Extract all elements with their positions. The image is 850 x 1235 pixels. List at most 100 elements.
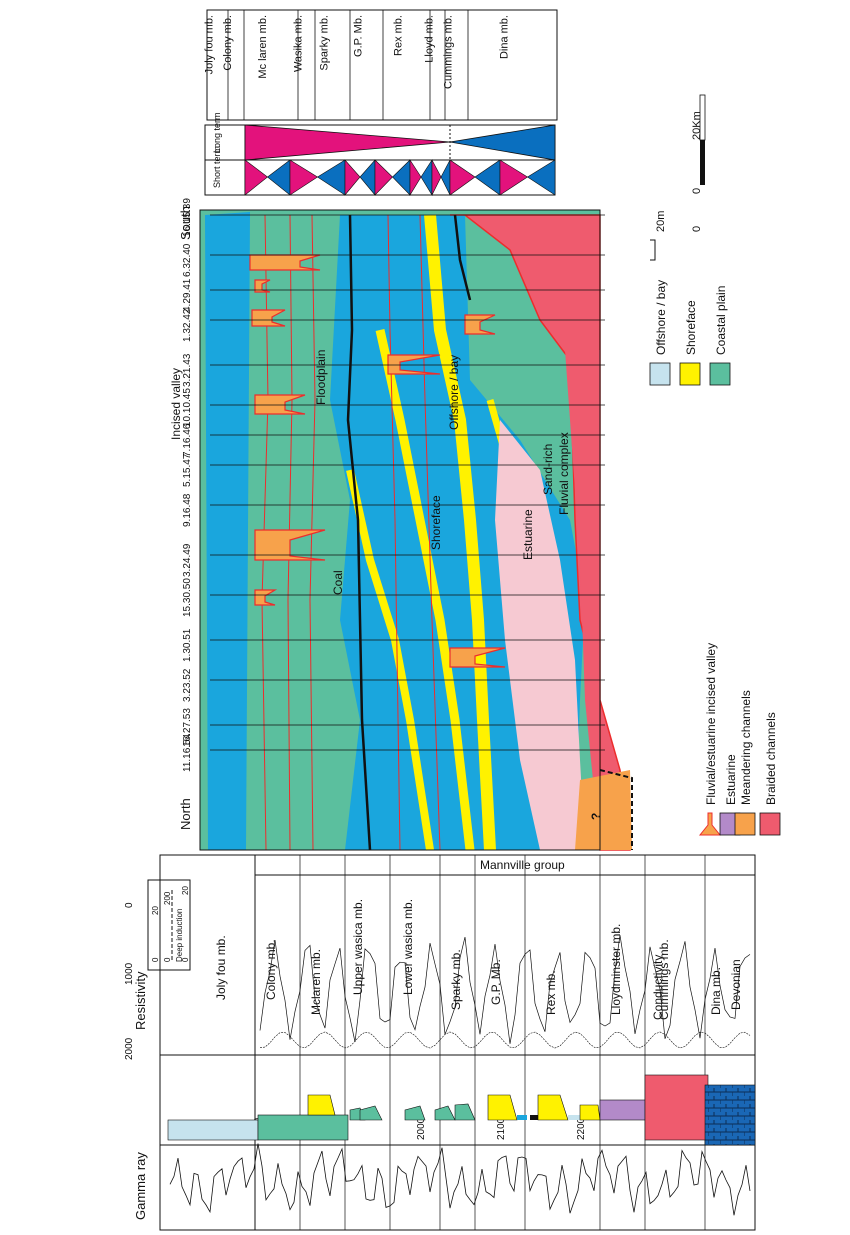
- well-label: 3.24.49: [182, 543, 193, 577]
- member-label: Devonian: [729, 959, 743, 1010]
- long-term-label: Long term: [212, 112, 222, 153]
- short-term-cycles: [244, 158, 556, 197]
- deep-induction-curve: [259, 1031, 751, 1049]
- depth-label: 2000: [416, 1117, 427, 1140]
- gamma-ray-curve: [169, 1143, 751, 1216]
- offshore-bay-label: Offshore / bay: [447, 355, 461, 430]
- inset-200: 200: [163, 891, 172, 905]
- question-label: ?: [589, 813, 603, 820]
- res-scale-2000: 2000: [124, 1037, 135, 1060]
- member-label: Rex mb.: [544, 970, 558, 1015]
- gamma-ray-title: Gamma ray: [133, 1152, 148, 1220]
- member-label: Lloydminster mb.: [609, 924, 623, 1015]
- scale-vertical-zero: 0: [691, 226, 703, 232]
- depth-label: 2200: [576, 1117, 587, 1140]
- well-label: 5.15.47: [182, 453, 193, 487]
- legend-label: Meandering channels: [739, 690, 753, 805]
- estuarine-label: Estuarine: [521, 509, 535, 560]
- well-label: 6.32.40: [182, 243, 193, 277]
- transgressive-triangle: [359, 159, 376, 196]
- meandering-channel-body: [575, 770, 632, 850]
- member-label: Joly fou mb.: [214, 935, 228, 1000]
- member-label: G.P. Mb.: [489, 959, 503, 1005]
- well-label: 11.16.54: [182, 733, 193, 772]
- strat-unit-label: Wasika mb.: [293, 15, 305, 72]
- strat-unit-label: Cummings mb.: [443, 15, 455, 89]
- legend-label: Estuarine: [724, 754, 738, 805]
- well-label: 1.30.51: [182, 628, 193, 662]
- inset-0b: 0: [163, 957, 172, 962]
- regressive-triangle: [449, 159, 476, 196]
- section-frame: [199, 209, 601, 851]
- legend-swatch: [759, 812, 781, 836]
- strat-unit-label: Joly fou mb.: [204, 15, 216, 74]
- member-labels: Joly fou mb. Colony mb. Mclaren mb. Upper w…: [214, 899, 743, 1020]
- regressive-triangle: [289, 159, 319, 196]
- well-label: 16.15.39: [182, 198, 193, 237]
- conductivity-label: Conductivity: [651, 955, 665, 1020]
- well-label: 7.16.46: [182, 423, 193, 457]
- inset-20b: 20: [181, 886, 190, 895]
- unconformity-dashed: [599, 769, 633, 850]
- transgressive-triangle: [392, 159, 411, 196]
- lithology-column: [167, 1074, 756, 1146]
- incised-valley-label: Incised valley: [169, 368, 183, 440]
- south-label: South: [178, 206, 193, 240]
- transgressive-triangle: [474, 159, 501, 196]
- strat-unit-label: Rex mb.: [393, 15, 405, 56]
- scale-vertical-label: 20m: [655, 211, 667, 232]
- member-label: Colony mb.: [264, 939, 278, 1000]
- marine-band-upper: [205, 212, 250, 850]
- member-rows: [159, 855, 756, 1230]
- well-label: 4.29.41: [182, 278, 193, 312]
- estuarine-body: [495, 420, 585, 850]
- legend-swatch: [649, 362, 671, 386]
- legend: Fluvial/estuarine incised valley Estuarin…: [649, 280, 781, 836]
- transgressive-triangle: [316, 159, 346, 196]
- regressive-triangle: [374, 159, 393, 196]
- transgressive-triangle: [440, 159, 451, 196]
- strat-unit-label: Lloyd mb.: [424, 15, 436, 63]
- cycles-column: Short term Long term: [204, 112, 556, 197]
- inset-0a: 0: [151, 957, 160, 962]
- regressive-triangle: [344, 159, 361, 196]
- fluvial-complex-label: Fluvial complex: [557, 432, 571, 515]
- strat-unit-label: Colony mb.: [222, 15, 234, 71]
- long-term-transgressive: [449, 124, 556, 161]
- long-term-regressive: [244, 124, 451, 161]
- cross-section: 11.16.5416.27.533.23.521.30.5115.30.503.…: [182, 198, 633, 851]
- strat-unit-label: G.P. Mb.: [353, 15, 365, 57]
- scale-bars: 20m 0 20Km 0: [650, 94, 706, 261]
- well-label: 15.30.50: [182, 578, 193, 617]
- member-label: Cummings mb.: [657, 939, 671, 1020]
- legend-swatch: [709, 362, 731, 386]
- legend-label: Coastal plain: [714, 286, 728, 355]
- strat-unit-label: Dina mb.: [499, 15, 511, 59]
- deep-induction-label: Deep induction: [175, 909, 184, 962]
- coal-seam-1: [346, 214, 372, 851]
- well-label: 9.16.48: [182, 493, 193, 527]
- well-labels: 11.16.5416.27.533.23.521.30.5115.30.503.…: [182, 198, 193, 772]
- res-scale-1000: 1000: [124, 962, 135, 985]
- inset-0c: 0: [181, 957, 190, 962]
- regressive-triangle: [431, 159, 442, 196]
- floodplain-label: Floodplain: [314, 350, 328, 405]
- well-label: 3.21.43: [182, 353, 193, 387]
- legend-label: Shoreface: [684, 300, 698, 355]
- member-label: Upper wasica mb.: [351, 899, 365, 995]
- legend-label: Fluvial/estuarine incised valley: [704, 643, 718, 805]
- short-term-label: Short term: [212, 146, 222, 188]
- scale-horizontal-label: 20Km: [691, 111, 703, 140]
- shoreface-label: Shoreface: [429, 495, 443, 550]
- legend-label: Braided channels: [764, 712, 778, 805]
- sand-rich-label: Sand-rich: [541, 444, 555, 495]
- member-label: Sparky mb.: [449, 949, 463, 1010]
- well-label: 1.32.42: [182, 308, 193, 342]
- coal-label: Coal: [331, 570, 345, 595]
- well-label: 3.23.52: [182, 668, 193, 702]
- well-label: 16.27.53: [182, 708, 193, 747]
- legend-label: Offshore / bay: [654, 280, 668, 355]
- strat-columns: Joly fou mb. Colony mb. Mc laren mb. Wasika…: [204, 10, 558, 120]
- member-label: Mclaren mb.: [309, 949, 323, 1015]
- transgressive-triangle: [526, 159, 556, 196]
